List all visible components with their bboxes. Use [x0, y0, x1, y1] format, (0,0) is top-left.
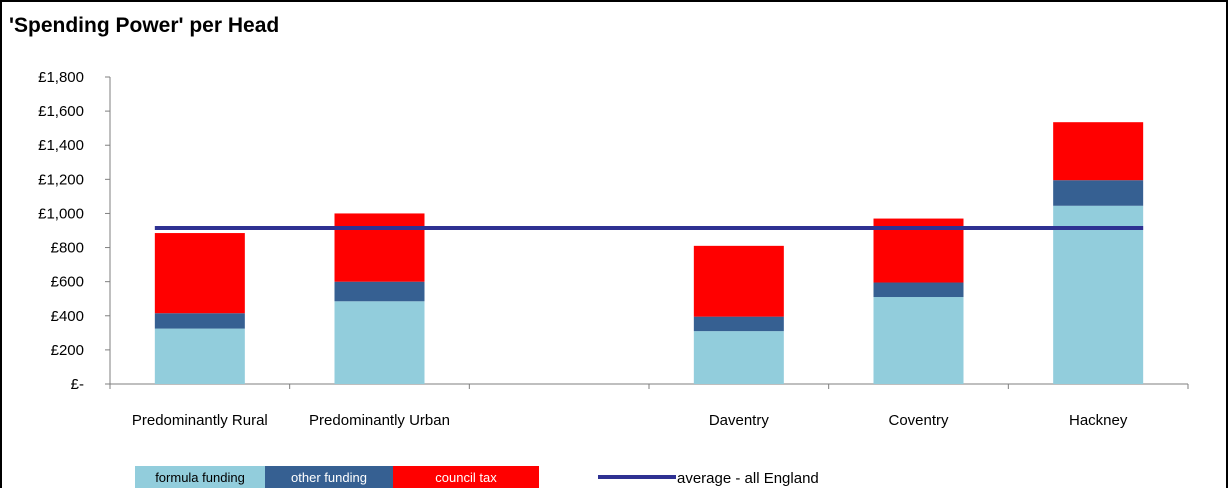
bar-other-funding-predominantly-rural	[154, 313, 245, 329]
legend-swatch-formula-funding	[135, 466, 265, 488]
y-tick-label: £200	[51, 342, 84, 359]
y-tick-label: £400	[51, 308, 84, 325]
bar-other-funding-hackney	[1053, 180, 1144, 206]
y-tick-label: £1,000	[38, 205, 84, 222]
bar-other-funding-coventry	[873, 282, 964, 298]
bar-formula-funding-daventry	[693, 331, 784, 384]
legend: formula funding other funding council tax a…	[135, 466, 819, 488]
bar-other-funding-predominantly-urban	[334, 281, 425, 302]
category-label: Predominantly Urban	[309, 412, 450, 429]
category-label: Coventry	[888, 412, 949, 429]
category-label: Predominantly Rural	[132, 412, 268, 429]
bar-other-funding-daventry	[693, 316, 784, 332]
y-tick-label: £-	[71, 376, 84, 393]
axes: £- £200 £400 £600 £800 £1,000 £1,200 £1,400 £1,6…	[38, 69, 1189, 393]
y-tick-label: £1,400	[38, 137, 84, 154]
bar-council-tax-hackney	[1053, 122, 1144, 181]
bar-formula-funding-coventry	[873, 297, 964, 384]
y-tick-label: £600	[51, 274, 84, 291]
legend-label: formula funding	[155, 470, 245, 485]
chart-title: 'Spending Power' per Head	[9, 14, 280, 37]
legend-label: other funding	[291, 470, 367, 485]
category-label: Hackney	[1069, 412, 1128, 429]
legend-label: council tax	[435, 470, 497, 485]
bar-council-tax-predominantly-urban	[334, 213, 425, 282]
legend-swatch-other-funding	[265, 466, 393, 488]
bar-formula-funding-hackney	[1053, 205, 1144, 384]
bar-council-tax-predominantly-rural	[154, 233, 245, 314]
category-label: Daventry	[709, 412, 770, 429]
y-tick-label: £800	[51, 240, 84, 257]
bar-formula-funding-predominantly-urban	[334, 301, 425, 384]
legend-label: average - all England	[677, 470, 819, 487]
y-tick-label: £1,600	[38, 103, 84, 120]
bars	[154, 122, 1144, 384]
bar-formula-funding-predominantly-rural	[154, 328, 245, 384]
y-tick-label: £1,800	[38, 69, 84, 86]
y-tick-label: £1,200	[38, 171, 84, 188]
legend-swatch-council-tax	[393, 466, 539, 488]
category-labels: Predominantly Rural Predominantly Urban Da…	[132, 412, 1128, 429]
bar-council-tax-daventry	[693, 245, 784, 317]
